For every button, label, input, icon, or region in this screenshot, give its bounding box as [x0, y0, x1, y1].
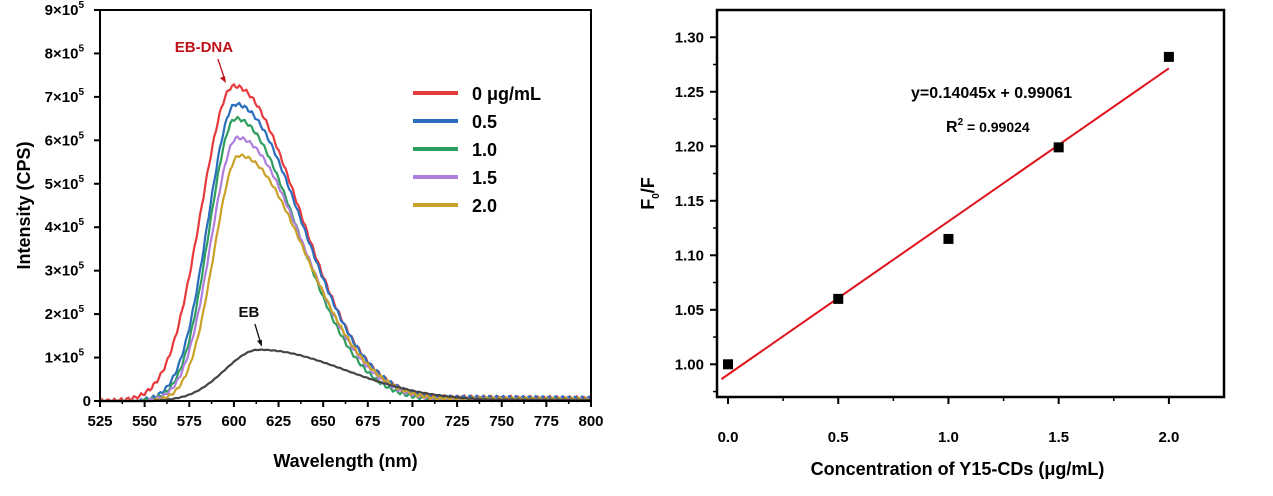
y-tick-label: 1.25 [675, 84, 704, 101]
annotation-eb-dna: EB-DNA [175, 39, 233, 56]
emission-spectra-panel: 525 550 575 600 625 650 675 700 725 750 775 800 0 1×… [14, 0, 604, 471]
right-y-axis: 1.00 1.05 1.10 1.15 1.20 1.25 1.30 [675, 29, 717, 393]
x-tick-label: 675 [355, 413, 380, 430]
right-x-axis: 0.0 0.5 1.0 1.5 2.0 [718, 397, 1179, 446]
y-tick-label: 1.00 [675, 356, 704, 373]
data-point [1163, 51, 1174, 62]
stern-volmer-panel: 0.0 0.5 1.0 1.5 2.0 1.00 1.05 1.10 1.15 1.20 1.25… [638, 8, 1226, 479]
y-tick-label: 1.10 [675, 247, 704, 264]
y-tick-label: 7×105 [45, 87, 85, 106]
y-tick-label: 8×105 [45, 43, 85, 62]
legend-label: 1.5 [472, 168, 497, 188]
annotations: EB-DNA EB [175, 39, 262, 347]
y-tick-label: 3×105 [45, 261, 85, 280]
x-tick-label: 2.0 [1158, 429, 1179, 446]
data-point [1053, 142, 1064, 153]
y-tick-label: 1×105 [45, 348, 85, 367]
y-tick-label: 1.05 [675, 302, 704, 319]
spectrum-curve-eb [100, 348, 592, 403]
spectrum-curve-0 [99, 82, 592, 403]
x-tick-label: 725 [445, 413, 470, 430]
data-point [943, 233, 954, 244]
y-tick-label: 1.30 [675, 29, 704, 46]
right-plot-frame [715, 8, 1226, 399]
y-tick-label: 6×105 [45, 130, 85, 149]
x-tick-label: 700 [400, 413, 425, 430]
legend-label: 0 μg/mL [472, 84, 541, 104]
data-points [723, 51, 1174, 370]
y-tick-label: 0 [83, 393, 91, 410]
legend-label: 0.5 [472, 112, 497, 132]
left-y-axis-title: Intensity (CPS) [14, 141, 34, 269]
annotation-eb: EB [238, 304, 259, 321]
x-tick-label: 750 [489, 413, 514, 430]
x-tick-label: 775 [534, 413, 559, 430]
right-x-axis-title: Concentration of Y15-CDs (μg/mL) [811, 459, 1105, 479]
data-point [723, 359, 734, 370]
right-y-axis-title: F0/F [638, 177, 662, 210]
spectra-curves [99, 82, 592, 403]
x-tick-label: 625 [266, 413, 291, 430]
y-tick-label: 1.15 [675, 193, 704, 210]
spectrum-curve-2.0 [100, 153, 592, 403]
spectrum-curve-1.5 [100, 135, 592, 403]
x-tick-label: 1.0 [938, 429, 959, 446]
left-x-axis-title: Wavelength (nm) [273, 451, 417, 471]
fit-line [720, 67, 1170, 380]
spectrum-curve-1.0 [100, 115, 591, 403]
x-tick-label: 600 [221, 413, 246, 430]
y-tick-label: 4×105 [45, 217, 85, 236]
x-tick-label: 575 [177, 413, 202, 430]
spectrum-curve-0.5 [100, 101, 592, 403]
left-x-axis: 525 550 575 600 625 650 675 700 725 750 775 800 [87, 401, 604, 430]
legend: 0 μg/mL 0.5 1.0 1.5 2.0 [413, 84, 541, 216]
y-tick-label: 5×105 [45, 174, 85, 193]
y-tick-label: 9×105 [45, 0, 85, 19]
x-tick-label: 550 [132, 413, 157, 430]
r-squared-label: R2 = 0.99024 [946, 117, 1030, 136]
x-tick-label: 650 [311, 413, 336, 430]
data-point [833, 293, 844, 304]
fit-equation: y=0.14045x + 0.99061 [911, 85, 1072, 102]
legend-label: 1.0 [472, 140, 497, 160]
x-tick-label: 525 [87, 413, 112, 430]
x-tick-label: 1.5 [1048, 429, 1069, 446]
legend-label: 2.0 [472, 196, 497, 216]
y-tick-label: 2×105 [45, 304, 85, 323]
y-tick-label: 1.20 [675, 138, 704, 155]
arrow-head [219, 76, 226, 84]
x-tick-label: 800 [578, 413, 603, 430]
left-y-axis: 0 1×105 2×105 3×105 4×105 5×105 6×105 7×105 8×10… [45, 0, 100, 410]
x-tick-label: 0.5 [828, 429, 849, 446]
x-tick-label: 0.0 [718, 429, 739, 446]
arrow-head [256, 339, 262, 347]
